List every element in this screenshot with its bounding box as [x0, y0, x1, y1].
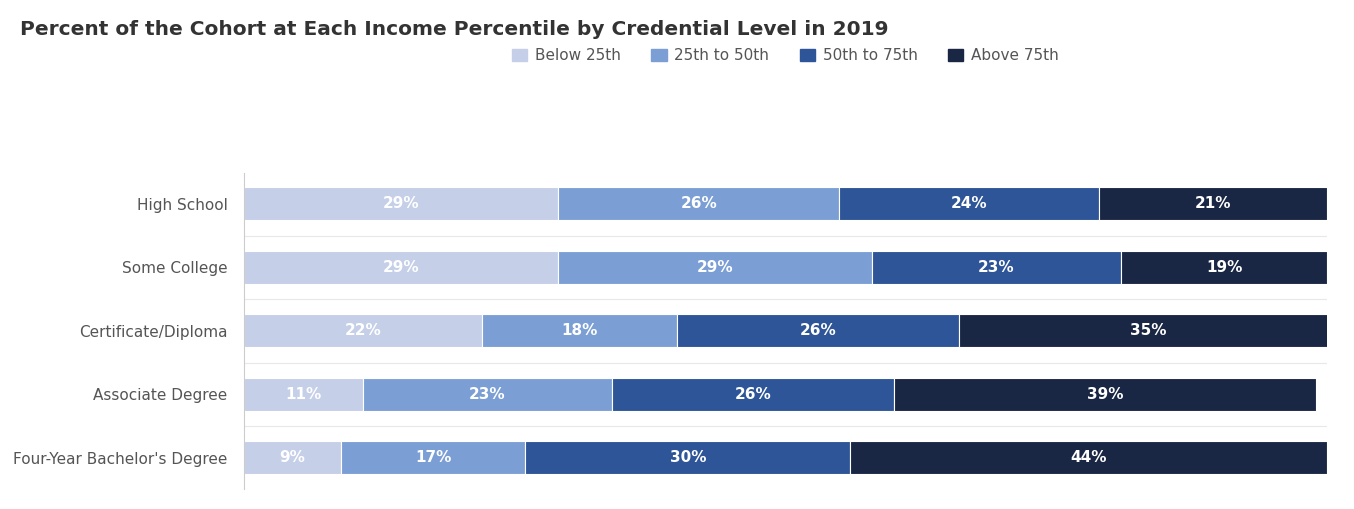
Bar [244, 187, 558, 220]
Text: 24%: 24% [951, 196, 988, 211]
Bar [244, 251, 558, 284]
Bar [872, 251, 1121, 284]
Text: Percent of the Cohort at Each Income Percentile by Credential Level in 2019: Percent of the Cohort at Each Income Per… [20, 20, 888, 39]
Bar [1121, 251, 1327, 284]
Bar [244, 315, 482, 347]
Bar [959, 315, 1338, 347]
Text: 39%: 39% [1087, 387, 1122, 402]
Text: 9%: 9% [279, 450, 306, 465]
Bar [363, 378, 612, 411]
Text: 11%: 11% [286, 387, 321, 402]
Text: 29%: 29% [696, 260, 734, 275]
Bar [558, 251, 872, 284]
Bar [482, 315, 677, 347]
Text: 23%: 23% [978, 260, 1016, 275]
Bar [894, 378, 1316, 411]
Bar [525, 441, 850, 474]
Text: 26%: 26% [680, 196, 718, 211]
Text: 30%: 30% [670, 450, 705, 465]
Text: 44%: 44% [1071, 450, 1106, 465]
Text: 23%: 23% [468, 387, 506, 402]
Bar [677, 315, 959, 347]
Text: 29%: 29% [382, 260, 420, 275]
Legend: Below 25th, 25th to 50th, 50th to 75th, Above 75th: Below 25th, 25th to 50th, 50th to 75th, … [512, 48, 1059, 63]
Bar [612, 378, 894, 411]
Text: 26%: 26% [799, 323, 837, 338]
Bar [850, 441, 1327, 474]
Bar [341, 441, 525, 474]
Bar [1099, 187, 1327, 220]
Text: 18%: 18% [562, 323, 597, 338]
Bar [244, 378, 363, 411]
Text: 19%: 19% [1206, 260, 1242, 275]
Bar [244, 441, 341, 474]
Bar [558, 187, 839, 220]
Bar [839, 187, 1099, 220]
Text: 26%: 26% [734, 387, 772, 402]
Text: 22%: 22% [344, 323, 382, 338]
Text: 35%: 35% [1131, 323, 1166, 338]
Text: 21%: 21% [1196, 196, 1231, 211]
Text: 17%: 17% [416, 450, 451, 465]
Text: 29%: 29% [382, 196, 420, 211]
